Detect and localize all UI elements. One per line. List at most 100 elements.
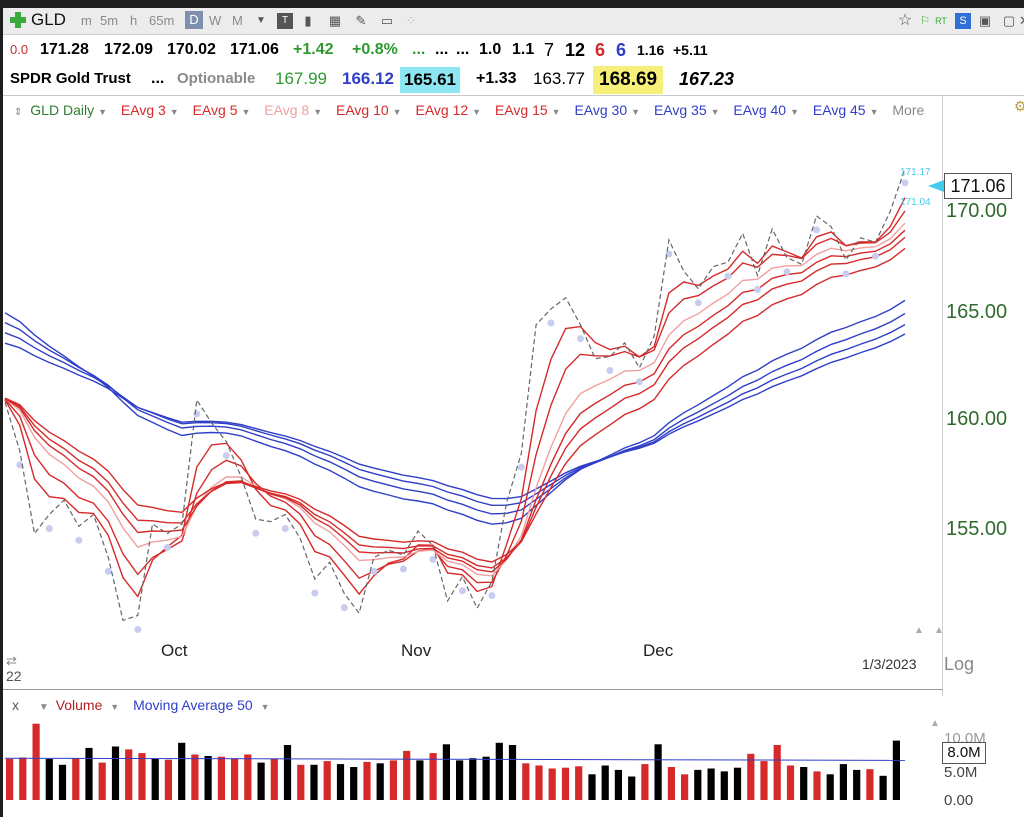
indicator-eavg-12[interactable]: EAvg 12 ▼ bbox=[415, 102, 481, 118]
swap-arrows-icon[interactable]: ⇄ bbox=[6, 653, 17, 668]
panel-divider[interactable] bbox=[3, 689, 943, 690]
log-scale-toggle[interactable]: Log bbox=[944, 654, 975, 674]
alert-icon[interactable]: ⚐ bbox=[920, 15, 930, 27]
price-dot bbox=[783, 268, 791, 276]
rt-icon[interactable]: RT bbox=[935, 16, 947, 26]
price-dot bbox=[842, 270, 850, 278]
dropdown-arrow-icon[interactable]: ▼ bbox=[256, 15, 266, 26]
volume-bar bbox=[681, 774, 689, 800]
indicator-legend: ⇕ GLD Daily ▼ EAvg 3 ▼ EAvg 5 ▼ EAvg 8 ▼ EAv… bbox=[14, 102, 934, 122]
caret-down-icon: ▼ bbox=[169, 107, 179, 117]
timeframe-w[interactable]: W bbox=[209, 13, 222, 28]
volume-bar bbox=[879, 775, 887, 800]
star-icon[interactable]: ☆ bbox=[897, 12, 913, 29]
s-icon[interactable]: S bbox=[955, 13, 971, 29]
change-small: 0.0 bbox=[10, 42, 29, 57]
note-icon[interactable]: ▭ bbox=[380, 13, 394, 28]
caret-down-icon[interactable]: ▼ bbox=[38, 702, 49, 713]
scroll-up-icon-3[interactable]: ▲ bbox=[930, 718, 940, 729]
indicator-eavg-15[interactable]: EAvg 15 ▼ bbox=[495, 102, 561, 118]
toolbar: GLD m 5m h 65m D W M ▼ T ▮ ▦ ✎ ▭ ⁘ ☆ ⚐ R… bbox=[3, 8, 1024, 35]
save-icon[interactable]: ▣ bbox=[978, 13, 992, 28]
timeframe-m-monthly[interactable]: M bbox=[232, 13, 243, 28]
price-axis-label-170: 170.00 bbox=[946, 200, 1008, 222]
volume-bar bbox=[839, 764, 847, 800]
price-dot bbox=[547, 319, 555, 327]
indicator-label: EAvg 8 bbox=[264, 102, 310, 118]
symbol-input[interactable]: GLD bbox=[31, 10, 66, 29]
percent-change: +0.8% bbox=[352, 41, 398, 58]
indicator-gld-daily[interactable]: GLD Daily ▼ bbox=[30, 102, 107, 118]
indicator-eavg-3[interactable]: EAvg 3 ▼ bbox=[121, 102, 179, 118]
bar-chart-icon[interactable]: ▮ bbox=[304, 13, 312, 28]
volume-label[interactable]: Volume bbox=[55, 697, 103, 713]
moving-average-label[interactable]: Moving Average 50 bbox=[133, 697, 253, 713]
quote-row-2: SPDR Gold Trust ... Optionable 167.99 16… bbox=[3, 66, 943, 94]
caret-down-icon[interactable]: ▼ bbox=[110, 702, 120, 712]
indicator-label: EAvg 12 bbox=[415, 102, 469, 118]
volume-bar bbox=[892, 740, 900, 800]
volume-bar bbox=[244, 754, 252, 800]
eavg-8-line bbox=[4, 222, 906, 577]
value-5: 6 bbox=[595, 40, 606, 60]
caret-down-icon[interactable]: ▼ bbox=[260, 702, 270, 712]
timeframe-m[interactable]: m bbox=[81, 13, 92, 28]
volume-bar bbox=[204, 756, 212, 800]
indicator-eavg-35[interactable]: EAvg 35 ▼ bbox=[654, 102, 720, 118]
scroll-up-icon-2[interactable]: ▲ bbox=[934, 625, 944, 636]
volume-bar bbox=[6, 758, 14, 800]
volume-bar bbox=[442, 744, 450, 800]
volume-bar bbox=[336, 764, 345, 800]
price-1: 167.99 bbox=[275, 69, 327, 88]
price-dot bbox=[163, 544, 171, 551]
volume-bar bbox=[667, 767, 675, 800]
indicator-eavg-8[interactable]: EAvg 8 ▼ bbox=[264, 102, 322, 118]
indicator-eavg-5[interactable]: EAvg 5 ▼ bbox=[193, 102, 251, 118]
price-dot bbox=[901, 179, 909, 187]
indicator-label: EAvg 5 bbox=[192, 102, 238, 118]
volume-bar bbox=[72, 758, 80, 800]
volume-bar bbox=[257, 762, 265, 800]
add-plus-icon[interactable] bbox=[9, 11, 27, 29]
volume-current-box: 8.0M bbox=[942, 742, 986, 764]
close-icon[interactable]: ✕ bbox=[1019, 13, 1024, 29]
volume-close-button[interactable]: x bbox=[12, 697, 19, 713]
volume-bar bbox=[429, 753, 437, 800]
settings-gear-icon[interactable]: ⚙ bbox=[1014, 98, 1024, 114]
volume-bar bbox=[310, 764, 318, 800]
indicator-more[interactable]: More bbox=[892, 102, 924, 118]
pencil-icon[interactable]: ✎ bbox=[355, 13, 367, 28]
open-price: 171.28 bbox=[40, 41, 89, 58]
marker-high-label: 171.17 bbox=[900, 167, 931, 178]
indicator-eavg-30[interactable]: EAvg 30 ▼ bbox=[574, 102, 640, 118]
volume-bar bbox=[376, 763, 384, 800]
price-dot bbox=[458, 587, 466, 595]
price-dot bbox=[311, 589, 319, 597]
volume-bar bbox=[614, 769, 622, 800]
volume-bar bbox=[85, 747, 93, 800]
timeframe-h[interactable]: h bbox=[130, 13, 138, 28]
sort-icon[interactable]: ⇕ bbox=[14, 107, 23, 118]
price-chart[interactable] bbox=[3, 140, 942, 640]
price-dot bbox=[635, 378, 643, 386]
grid-icon[interactable]: ▦ bbox=[328, 13, 342, 28]
timeframe-daily[interactable]: D bbox=[185, 11, 203, 29]
volume-bar bbox=[283, 745, 292, 800]
indicator-label: EAvg 30 bbox=[574, 102, 628, 118]
indicator-eavg-45[interactable]: EAvg 45 ▼ bbox=[813, 102, 879, 118]
volume-bar bbox=[733, 767, 742, 800]
text-tool-icon[interactable]: T bbox=[277, 13, 293, 29]
timeframe-5m[interactable]: 5m bbox=[100, 13, 119, 28]
window-top-border bbox=[0, 0, 1024, 8]
share-icon[interactable]: ⁘ bbox=[405, 13, 417, 28]
volume-bar bbox=[826, 774, 834, 800]
scroll-up-icon[interactable]: ▲ bbox=[914, 625, 924, 636]
indicator-eavg-10[interactable]: EAvg 10 ▼ bbox=[336, 102, 402, 118]
window-icon[interactable]: ▢ bbox=[1002, 13, 1016, 28]
indicator-eavg-40[interactable]: EAvg 40 ▼ bbox=[733, 102, 799, 118]
timeframe-65m[interactable]: 65m bbox=[149, 13, 175, 28]
volume-bar bbox=[707, 768, 715, 800]
price-axis-label-155: 155.00 bbox=[946, 518, 1008, 540]
volume-bar bbox=[747, 753, 755, 800]
caret-down-icon: ▼ bbox=[710, 107, 720, 117]
